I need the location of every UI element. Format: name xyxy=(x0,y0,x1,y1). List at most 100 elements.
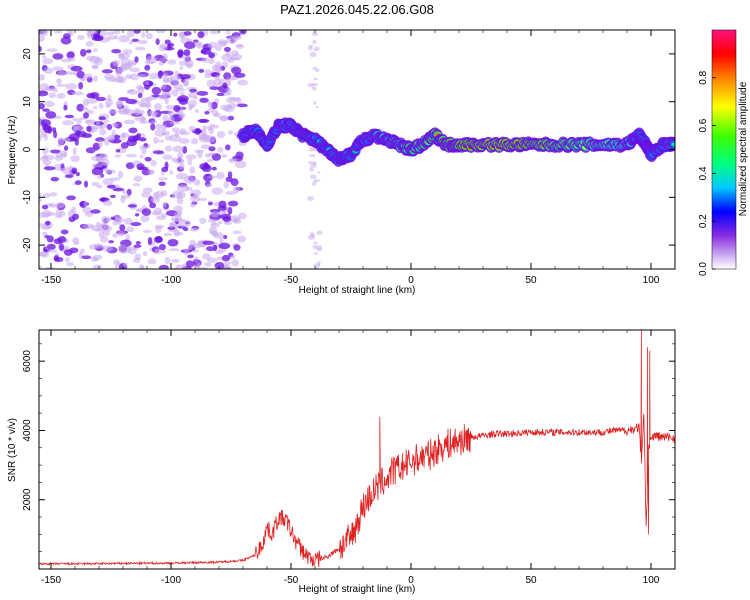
noise-blob xyxy=(155,123,163,130)
noise-blob xyxy=(152,192,160,199)
noise-blob xyxy=(161,123,167,132)
noise-blob xyxy=(72,125,80,131)
noise-blob xyxy=(81,255,92,260)
noise-blob xyxy=(48,86,57,91)
noise-blob xyxy=(93,258,99,262)
noise-blob xyxy=(312,244,318,250)
noise-blob xyxy=(71,206,77,214)
noise-blob xyxy=(52,89,59,93)
noise-blob xyxy=(150,120,157,124)
spectrogram-x-tick-label: 0 xyxy=(408,275,414,286)
noise-blob xyxy=(141,191,151,198)
noise-blob xyxy=(41,55,47,59)
noise-blob xyxy=(139,154,144,159)
noise-blob xyxy=(122,190,128,195)
noise-blob xyxy=(313,241,318,245)
noise-blob xyxy=(158,264,169,269)
noise-blob xyxy=(161,83,167,90)
noise-blob xyxy=(164,135,173,141)
spectrogram-y-tick-label: -10 xyxy=(22,190,33,205)
noise-blob xyxy=(225,176,233,183)
noise-blob xyxy=(53,115,62,120)
noise-blob xyxy=(178,162,185,170)
noise-blob xyxy=(46,48,58,52)
noise-blob xyxy=(90,209,101,214)
noise-blob xyxy=(98,116,106,121)
snr-x-ticks: -150 -100 -50 0 50 100 xyxy=(41,330,676,586)
noise-blob xyxy=(96,174,102,180)
noise-blob xyxy=(53,255,60,261)
noise-blob xyxy=(41,210,52,218)
noise-blob xyxy=(81,133,93,139)
noise-blob xyxy=(237,212,247,220)
noise-blob xyxy=(127,204,138,208)
noise-blob xyxy=(129,73,139,81)
noise-blob xyxy=(44,100,55,108)
noise-blob xyxy=(54,202,65,209)
noise-blob xyxy=(171,89,179,97)
noise-blob xyxy=(310,163,317,168)
colorbar-tick-label: 0.8 xyxy=(698,70,709,84)
noise-blob xyxy=(171,127,180,133)
noise-blob xyxy=(196,90,209,96)
noise-blob xyxy=(194,109,200,113)
noise-blob xyxy=(142,229,152,233)
noise-blob xyxy=(91,36,104,42)
snr-series-line xyxy=(39,330,675,567)
noise-blob xyxy=(216,92,225,97)
noise-blob xyxy=(91,181,100,187)
noise-blob xyxy=(84,119,93,123)
snr-frame xyxy=(38,329,676,570)
noise-blob xyxy=(108,240,115,244)
noise-blob xyxy=(236,103,248,108)
noise-blob xyxy=(214,261,225,269)
noise-blob xyxy=(176,184,189,193)
noise-blob xyxy=(154,248,161,255)
noise-blob xyxy=(86,99,98,104)
noise-blob xyxy=(113,134,121,140)
noise-blob xyxy=(72,213,80,220)
noise-blob xyxy=(120,196,126,204)
noise-blob xyxy=(175,88,186,92)
noise-blob xyxy=(230,50,239,57)
noise-blob xyxy=(106,35,116,40)
noise-blob xyxy=(61,137,71,142)
noise-blob xyxy=(105,98,114,107)
noise-blob xyxy=(133,244,142,248)
noise-blob xyxy=(108,134,115,142)
noise-blob xyxy=(145,56,158,64)
noise-blob xyxy=(39,90,49,97)
noise-blob xyxy=(178,60,188,66)
noise-blob xyxy=(170,218,183,222)
noise-blob xyxy=(102,167,110,172)
noise-blob xyxy=(64,71,76,75)
noise-blob xyxy=(173,32,178,37)
noise-blob xyxy=(202,253,211,260)
noise-blob xyxy=(155,38,160,46)
snr-y-tick-label: 2000 xyxy=(22,488,33,511)
noise-blob xyxy=(96,184,103,189)
noise-blob xyxy=(140,115,146,123)
noise-blob xyxy=(137,92,143,99)
noise-blob xyxy=(175,264,184,269)
spectrogram-y-tick-label: 10 xyxy=(22,96,33,108)
noise-blob xyxy=(178,128,187,135)
noise-blob xyxy=(223,46,231,52)
noise-blob xyxy=(223,105,235,113)
noise-blob xyxy=(113,259,120,266)
noise-blob xyxy=(49,192,58,197)
noise-blob xyxy=(130,222,142,227)
noise-blob xyxy=(66,195,76,201)
noise-blob xyxy=(185,260,195,268)
noise-blob xyxy=(112,60,120,67)
noise-blob xyxy=(52,53,64,60)
snr-x-label: Height of straight line (km) xyxy=(299,584,416,595)
figure-title: PAZ1.2026.045.22.06.G08 xyxy=(280,2,434,17)
colorbar-ticks: 0.0 0.2 0.4 0.6 0.8 xyxy=(698,70,716,276)
noise-blob xyxy=(60,58,72,63)
noise-blob xyxy=(110,216,116,221)
noise-blob xyxy=(134,213,140,217)
snr-x-tick-label: -100 xyxy=(161,575,181,586)
noise-blob xyxy=(100,222,109,229)
noise-blob xyxy=(133,30,141,34)
